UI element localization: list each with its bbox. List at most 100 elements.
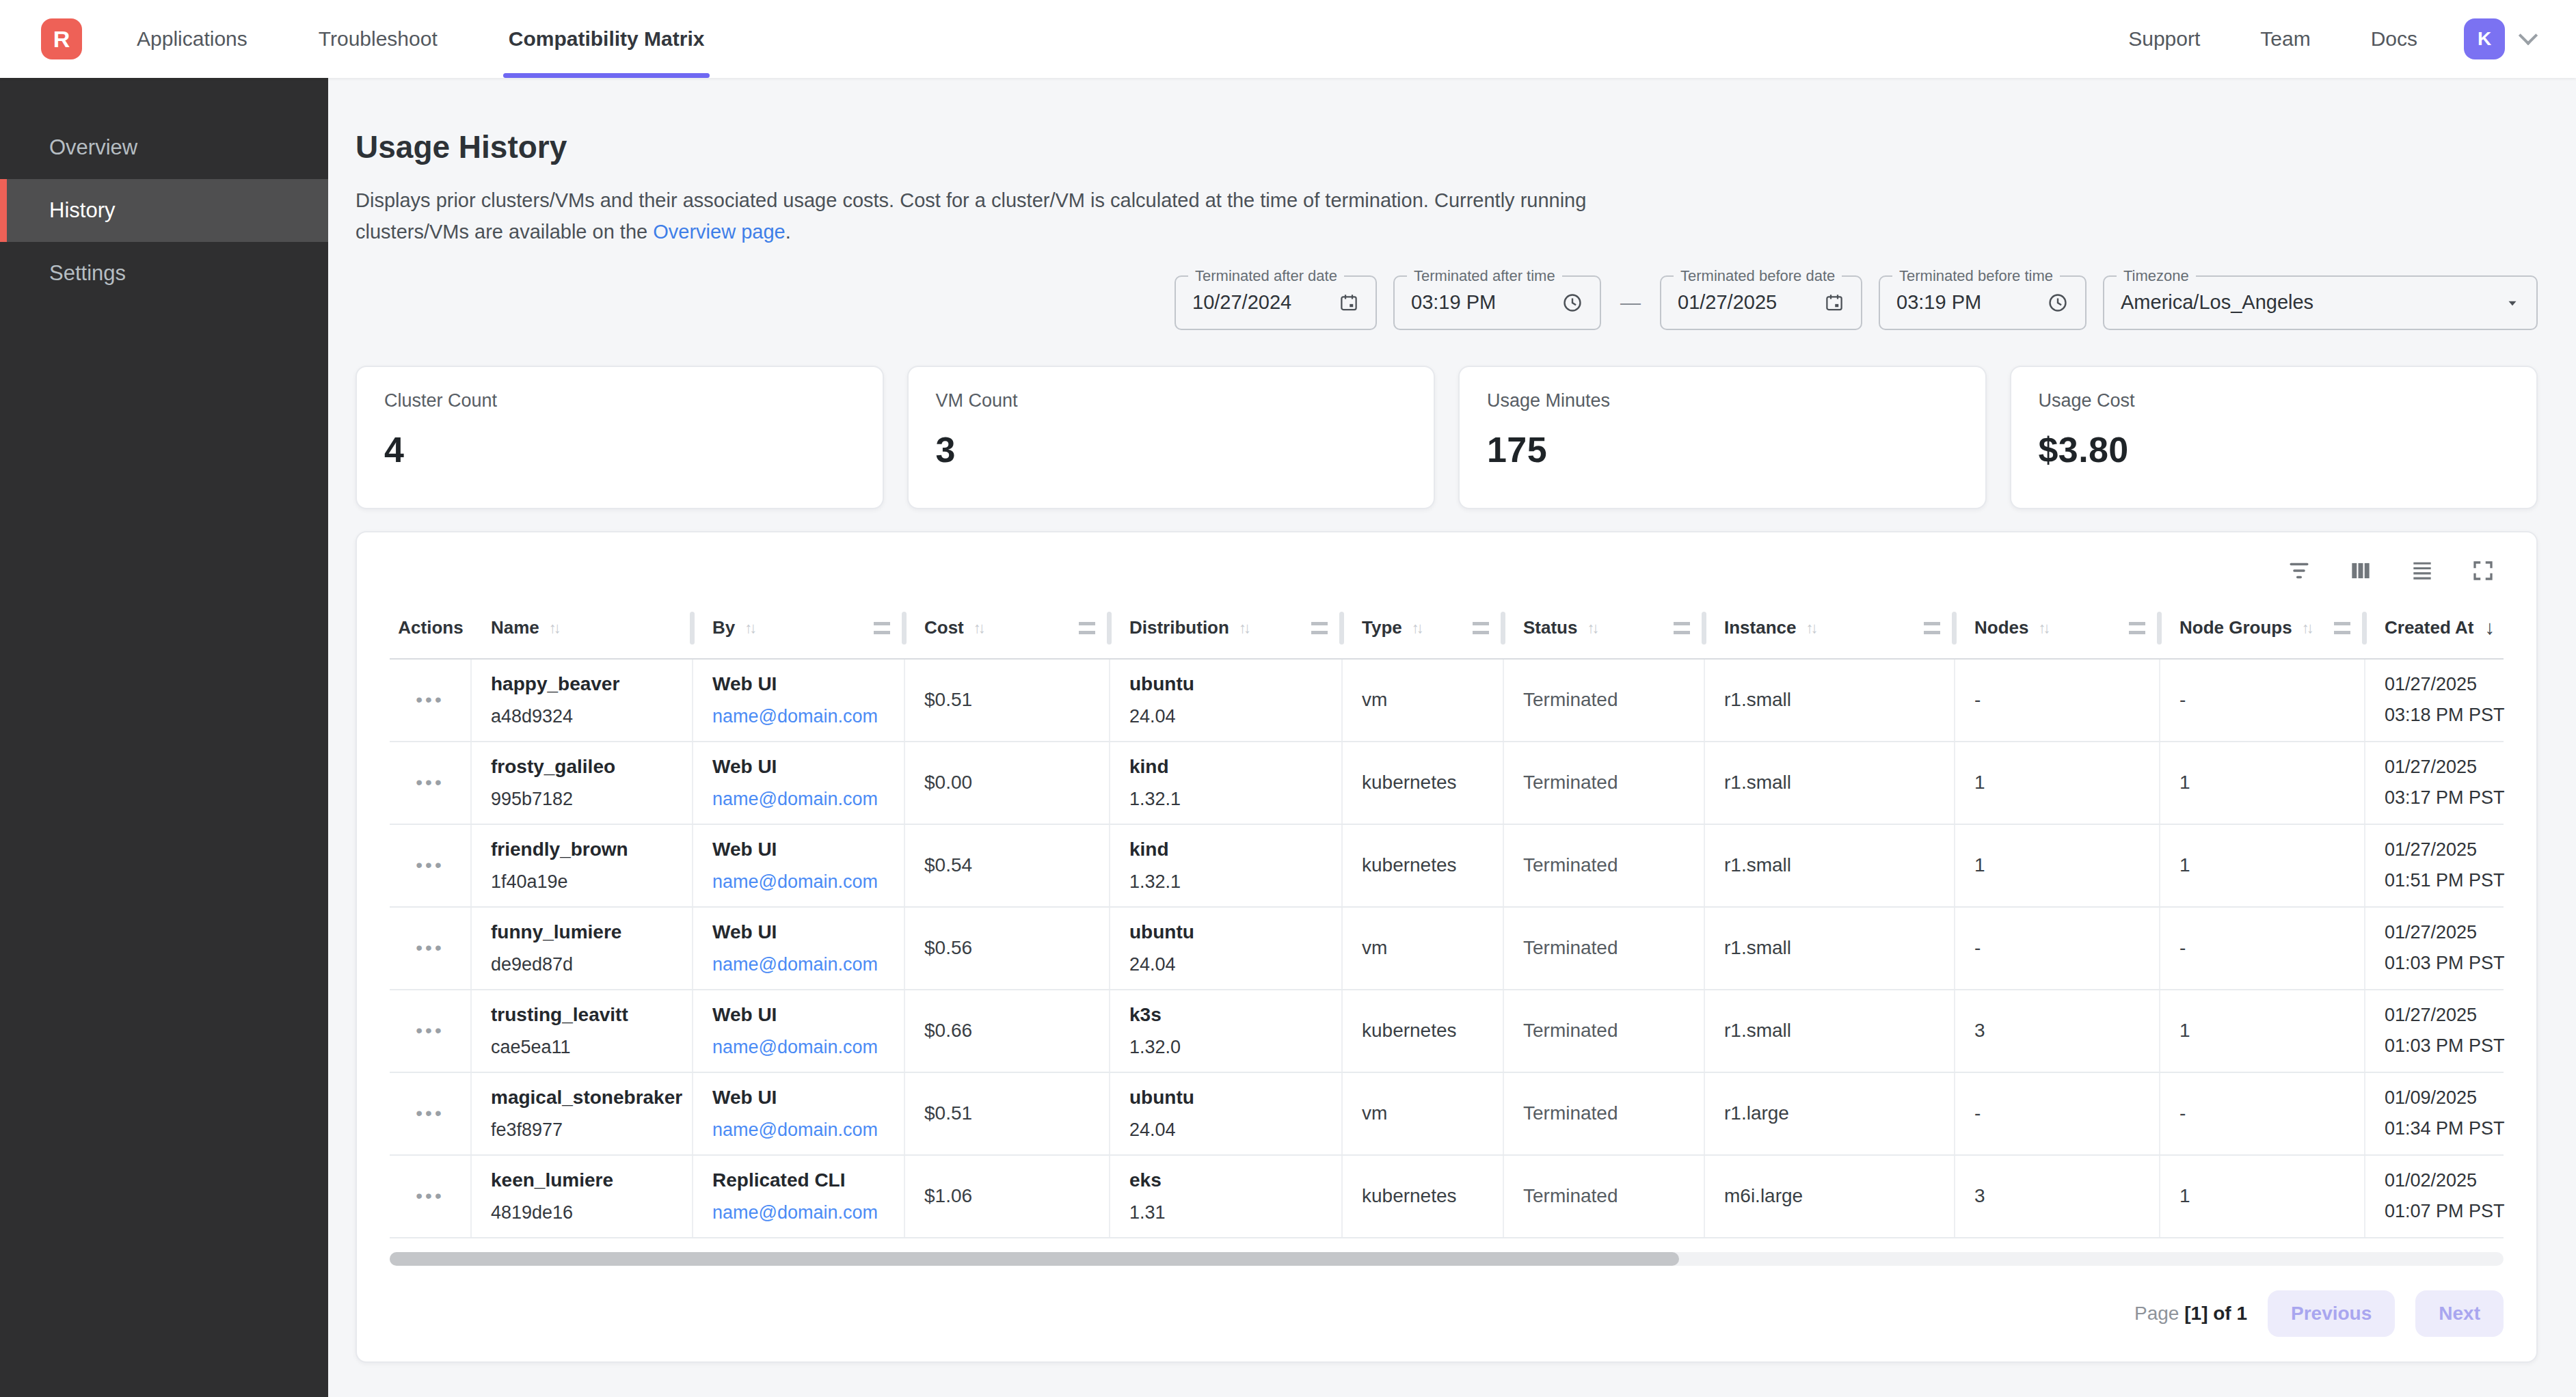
terminated-after-date-field[interactable]: Terminated after date 10/27/2024 (1175, 275, 1377, 330)
column-menu-icon[interactable] (2334, 622, 2350, 634)
nav-item-support[interactable]: Support (2098, 27, 2230, 51)
column-title: Node Groups (2179, 617, 2292, 638)
terminated-after-time-field[interactable]: Terminated after time 03:19 PM (1393, 275, 1601, 330)
cell-distribution: kind1.32.1 (1110, 742, 1343, 824)
row-actions-button[interactable]: ••• (416, 772, 444, 794)
column-header-nodes[interactable]: Nodes↑↓ (1955, 598, 2160, 658)
column-header-cost[interactable]: Cost↑↓ (905, 598, 1110, 658)
user-email-link[interactable]: name@domain.com (712, 1121, 904, 1139)
columns-icon[interactable] (2348, 558, 2374, 584)
replicated-logo[interactable]: R (41, 18, 82, 59)
fullscreen-icon[interactable] (2471, 558, 2495, 583)
sidebar-item-settings[interactable]: Settings (0, 242, 328, 305)
clock-icon[interactable] (1548, 292, 1583, 314)
user-email-link[interactable]: name@domain.com (712, 790, 904, 809)
calendar-icon[interactable] (1810, 293, 1844, 313)
nodes-value: 3 (1974, 1020, 2159, 1042)
column-menu-icon[interactable] (1674, 622, 1690, 634)
column-menu-icon[interactable] (874, 622, 890, 634)
column-menu-icon[interactable] (1924, 622, 1940, 634)
column-header-created-at[interactable]: Created At↓ (2365, 598, 2506, 658)
column-header-instance[interactable]: Instance↑↓ (1705, 598, 1955, 658)
nav-item-team[interactable]: Team (2230, 27, 2340, 51)
density-icon[interactable] (2409, 558, 2435, 584)
cell-status: Terminated (1504, 1156, 1705, 1237)
cell-name: trusting_leavittcae5ea11 (472, 990, 693, 1072)
cell-created-at: 01/27/202503:18 PM PST (2365, 660, 2506, 741)
cost-value: $0.66 (924, 1020, 1109, 1042)
row-actions-button[interactable]: ••• (416, 937, 444, 959)
row-actions-button[interactable]: ••• (416, 1185, 444, 1207)
status-badge: Terminated (1523, 772, 1704, 794)
column-title: Type (1362, 617, 1402, 638)
row-actions-button[interactable]: ••• (416, 1102, 444, 1124)
status-badge: Terminated (1523, 689, 1704, 711)
column-title: By (712, 617, 735, 638)
status-badge: Terminated (1523, 854, 1704, 876)
stat-card-vm-count: VM Count3 (907, 366, 1436, 509)
column-header-by[interactable]: By↑↓ (693, 598, 905, 658)
horizontal-scrollbar[interactable] (390, 1252, 2504, 1266)
cost-value: $0.54 (924, 854, 1109, 876)
cell-cost: $0.56 (905, 908, 1110, 989)
column-title: Created At (2385, 617, 2474, 638)
clock-icon[interactable] (2033, 292, 2069, 314)
row-actions-button[interactable]: ••• (416, 854, 444, 876)
sort-icon: ↑↓ (1587, 619, 1596, 637)
calendar-icon[interactable] (1325, 293, 1359, 313)
nav-item-docs[interactable]: Docs (2341, 27, 2447, 51)
user-email-link[interactable]: name@domain.com (712, 873, 904, 891)
column-header-node-groups[interactable]: Node Groups↑↓ (2160, 598, 2365, 658)
nav-item-compatibility-matrix[interactable]: Compatibility Matrix (473, 0, 740, 78)
sidebar-item-overview[interactable]: Overview (0, 116, 328, 179)
node-groups-value: - (2179, 937, 2364, 959)
scrollbar-thumb[interactable] (390, 1252, 1679, 1266)
status-badge: Terminated (1523, 937, 1704, 959)
cell-instance: m6i.large (1705, 1156, 1955, 1237)
previous-button[interactable]: Previous (2268, 1290, 2395, 1337)
user-email-link[interactable]: name@domain.com (712, 707, 904, 726)
filter-icon[interactable] (2286, 558, 2312, 584)
nav-item-troubleshoot[interactable]: Troubleshoot (283, 0, 473, 78)
cell-node-groups: - (2160, 1073, 2365, 1154)
sidebar-item-history[interactable]: History (0, 179, 328, 242)
nav-item-applications[interactable]: Applications (101, 0, 283, 78)
chevron-down-icon[interactable] (2519, 26, 2538, 45)
terminated-before-time-field[interactable]: Terminated before time 03:19 PM (1879, 275, 2087, 330)
column-header-type[interactable]: Type↑↓ (1343, 598, 1504, 658)
column-header-name[interactable]: Name↑↓ (472, 598, 693, 658)
created-time: 01:03 PM PST (2385, 954, 2506, 973)
avatar[interactable]: K (2464, 18, 2505, 59)
created-time: 03:18 PM PST (2385, 706, 2506, 724)
cell-status: Terminated (1504, 825, 1705, 906)
row-actions-button[interactable]: ••• (416, 1020, 444, 1042)
column-header-actions: Actions (390, 598, 472, 658)
column-header-distribution[interactable]: Distribution↑↓ (1110, 598, 1343, 658)
user-email-link[interactable]: name@domain.com (712, 1038, 904, 1057)
column-menu-icon[interactable] (1473, 622, 1489, 634)
column-menu-icon[interactable] (2129, 622, 2145, 634)
created-time: 01:07 PM PST (2385, 1202, 2506, 1221)
next-button[interactable]: Next (2415, 1290, 2504, 1337)
timezone-select[interactable]: Timezone America/Los_Angeles (2103, 275, 2538, 330)
type-value: kubernetes (1362, 854, 1503, 876)
table-row: •••keen_lumiere4819de16Replicated CLInam… (390, 1156, 2504, 1238)
column-header-status[interactable]: Status↑↓ (1504, 598, 1705, 658)
nodes-value: - (1974, 1102, 2159, 1124)
overview-page-link[interactable]: Overview page (653, 221, 785, 243)
page-indicator-label: Page (2134, 1303, 2179, 1324)
created-by: Web UI (712, 1088, 904, 1107)
row-actions-button[interactable]: ••• (416, 689, 444, 711)
created-time: 01:03 PM PST (2385, 1037, 2506, 1055)
cell-instance: r1.small (1705, 742, 1955, 824)
column-menu-icon[interactable] (1079, 622, 1095, 634)
user-email-link[interactable]: name@domain.com (712, 955, 904, 974)
distribution-version: 1.31 (1129, 1204, 1341, 1222)
cell-instance: r1.small (1705, 990, 1955, 1072)
stat-value: 175 (1487, 429, 1958, 470)
stat-card-usage-cost: Usage Cost$3.80 (2010, 366, 2538, 509)
terminated-before-date-field[interactable]: Terminated before date 01/27/2025 (1660, 275, 1862, 330)
column-menu-icon[interactable] (1311, 622, 1328, 634)
user-email-link[interactable]: name@domain.com (712, 1204, 904, 1222)
distribution-version: 24.04 (1129, 955, 1341, 974)
